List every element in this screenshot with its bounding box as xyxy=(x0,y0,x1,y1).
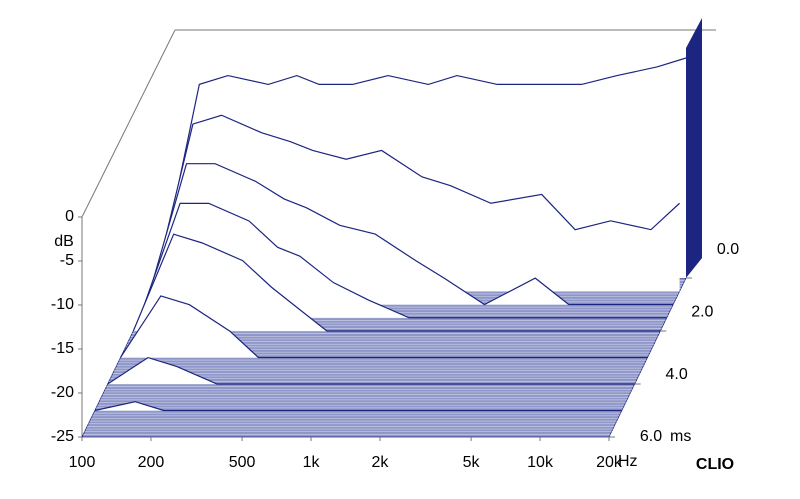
z-tick-label: 4.0 xyxy=(666,366,688,383)
x-tick-label: 5k xyxy=(463,454,481,471)
slice-line xyxy=(132,233,661,332)
slice-line xyxy=(119,295,648,359)
y-tick-label: -15 xyxy=(51,340,74,357)
z-tick-label: 6.0 xyxy=(640,428,662,445)
slice-fill xyxy=(120,295,648,358)
y-tick-label: 0 xyxy=(65,208,74,225)
slice-line xyxy=(107,356,635,385)
y-tick-label: -25 xyxy=(51,428,74,445)
y-tick-label: -10 xyxy=(51,296,74,313)
x-tick-label: 200 xyxy=(138,454,165,471)
z-tick-label: 0.0 xyxy=(717,241,739,258)
y-axis-label: dB xyxy=(54,233,74,250)
z-axis-label: ms xyxy=(670,428,691,445)
x-tick-label: 1k xyxy=(303,454,321,471)
slice-line xyxy=(145,163,674,306)
slice-line xyxy=(139,202,667,319)
watermark: CLIO xyxy=(696,456,734,473)
slice-line xyxy=(94,401,622,412)
slice-fill xyxy=(107,357,635,384)
slice-fill xyxy=(94,401,622,411)
z-tick-label: 2.0 xyxy=(691,304,713,321)
slice-fill xyxy=(133,234,661,331)
right-wall xyxy=(686,18,702,278)
x-axis-label: Hz xyxy=(618,453,638,470)
x-tick-label: 2k xyxy=(372,454,390,471)
x-tick-label: 20k xyxy=(596,454,623,471)
frame-line xyxy=(81,29,176,218)
x-tick-label: 500 xyxy=(229,454,256,471)
slice-line xyxy=(158,57,687,279)
y-tick-label: -5 xyxy=(60,252,74,269)
slice-line xyxy=(151,114,680,292)
y-tick-label: -20 xyxy=(51,384,74,401)
x-tick-label: 10k xyxy=(527,454,554,471)
x-tick-label: 100 xyxy=(69,454,96,471)
